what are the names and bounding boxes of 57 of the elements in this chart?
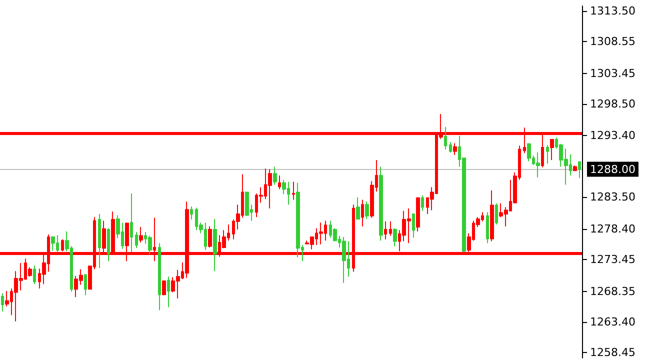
candlestick <box>365 201 369 220</box>
candlestick <box>453 142 457 156</box>
candlestick <box>167 276 170 308</box>
candlestick <box>268 168 272 209</box>
candlestick <box>84 274 87 296</box>
y-tick-label: 1268.35 <box>590 284 636 298</box>
candlestick <box>546 144 549 164</box>
candlestick <box>421 194 424 212</box>
candlestick <box>578 160 581 178</box>
candlestick <box>490 190 494 242</box>
candlestick <box>139 226 143 244</box>
candlestick <box>384 220 387 240</box>
candlestick <box>550 138 554 160</box>
candlestick <box>130 192 133 252</box>
candlestick <box>486 212 489 244</box>
candlestick <box>292 181 295 200</box>
candlestick <box>98 213 101 268</box>
candlestick <box>33 265 36 285</box>
candlestick <box>361 199 364 227</box>
y-tick-label: 1263.40 <box>590 315 636 328</box>
candlestick <box>536 152 540 178</box>
candlestick <box>162 280 166 296</box>
candlestick <box>495 202 498 226</box>
candlestick <box>342 236 346 284</box>
y-tick-label: 1283.50 <box>590 190 636 204</box>
candlestick <box>51 236 55 252</box>
candlestick <box>273 166 277 186</box>
candlestick <box>107 228 110 262</box>
y-tick-label: 1308.55 <box>590 35 636 48</box>
candlestick <box>296 182 300 258</box>
candlestick <box>573 165 577 172</box>
y-tick-label: 1298.50 <box>590 98 636 111</box>
candlestick <box>319 222 323 245</box>
candlestick <box>416 196 420 232</box>
candlestick <box>278 174 281 190</box>
y-tick-label: 1303.45 <box>590 66 636 80</box>
candlestick <box>527 142 531 162</box>
y-tick-label: 1293.40 <box>590 129 636 142</box>
candlestick <box>356 196 360 220</box>
candlestick <box>389 220 392 236</box>
y-tick-label: 1278.40 <box>590 222 636 236</box>
y-tick-label: 1258.45 <box>590 346 636 360</box>
candlestick <box>379 166 383 242</box>
y-tick-label: 1313.50 <box>590 4 636 18</box>
candlestick <box>1 292 4 312</box>
candlestick <box>393 228 397 247</box>
candlestick <box>135 231 138 249</box>
candlestick <box>158 242 161 311</box>
candlestick <box>148 235 152 255</box>
candlestick <box>213 218 217 272</box>
ref-line-label: 1288.00 <box>590 162 636 176</box>
y-tick-label: 1273.45 <box>590 253 636 266</box>
candlestick <box>208 226 212 248</box>
candlestick <box>444 126 447 150</box>
candlestick <box>449 141 452 154</box>
candlestick <box>190 206 193 220</box>
candlestick <box>412 213 415 238</box>
